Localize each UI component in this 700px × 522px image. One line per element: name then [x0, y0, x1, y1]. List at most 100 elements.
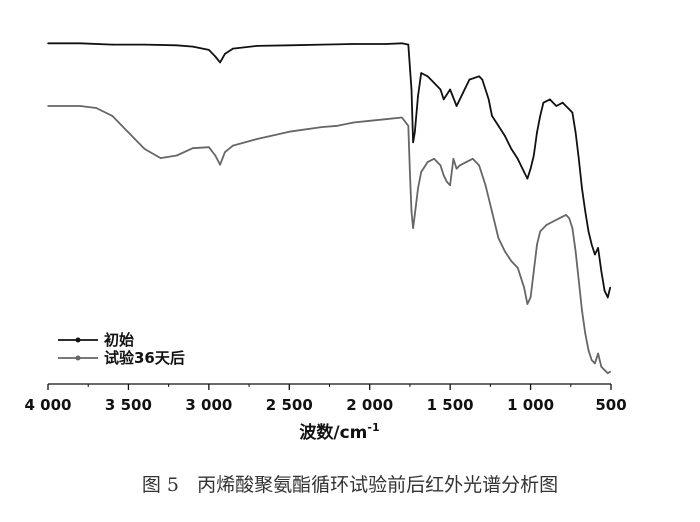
data-point	[439, 88, 442, 91]
data-point	[504, 134, 506, 137]
data-point	[590, 243, 593, 246]
data-point	[536, 243, 538, 246]
data-point	[410, 88, 413, 91]
data-point	[558, 217, 561, 219]
data-point	[208, 49, 210, 51]
data-point	[417, 187, 419, 190]
data-point	[401, 42, 403, 45]
x-tick-label: 1 000	[507, 396, 554, 414]
data-point	[497, 125, 500, 127]
data-point	[581, 187, 583, 190]
data-point	[111, 115, 114, 117]
series-2	[47, 105, 611, 375]
data-point	[568, 108, 570, 111]
data-point	[549, 98, 551, 101]
x-tick-label: 1 500	[427, 396, 474, 414]
data-point	[414, 131, 416, 134]
data-point	[336, 125, 339, 127]
data-point	[407, 43, 410, 46]
data-point	[607, 372, 609, 375]
data-point	[208, 146, 210, 148]
data-point	[542, 101, 545, 104]
data-point	[414, 214, 416, 216]
legend-item: 初始	[58, 331, 134, 349]
legend-swatch-marker	[75, 355, 81, 361]
data-point	[584, 210, 587, 213]
data-point	[232, 47, 234, 50]
data-point	[497, 237, 500, 239]
data-point	[95, 107, 98, 109]
data-point	[533, 154, 535, 157]
data-point	[529, 167, 532, 170]
data-point	[594, 362, 596, 365]
data-point	[491, 115, 493, 117]
data-point	[449, 88, 451, 91]
data-point	[219, 163, 221, 166]
data-point	[385, 43, 387, 45]
data-point	[455, 167, 458, 170]
data-point	[452, 158, 455, 160]
data-point	[224, 53, 226, 55]
data-point	[516, 158, 519, 160]
data-point	[127, 131, 130, 134]
data-point	[410, 210, 413, 213]
x-tick-label: 500	[595, 396, 626, 414]
data-point	[288, 130, 291, 133]
legend-label: 试验36天后	[104, 349, 185, 367]
data-point	[385, 118, 387, 120]
data-point	[545, 224, 548, 226]
data-point	[510, 260, 513, 262]
x-tick-label: 2 500	[266, 396, 313, 414]
data-point	[555, 105, 558, 107]
data-point	[214, 55, 217, 58]
data-point	[523, 286, 525, 289]
data-point	[481, 78, 484, 81]
data-point	[539, 230, 541, 233]
data-point	[487, 98, 490, 101]
data-point	[407, 125, 410, 127]
data-point	[587, 230, 590, 233]
data-point	[47, 105, 49, 107]
series-1	[47, 42, 612, 299]
data-point	[368, 120, 371, 122]
data-point	[192, 147, 194, 149]
data-point	[552, 220, 554, 223]
data-point	[446, 181, 448, 183]
data-point	[600, 365, 603, 368]
data-point	[442, 174, 445, 177]
x-tick-label: 3 500	[105, 396, 152, 414]
data-point	[192, 45, 194, 48]
data-point	[256, 45, 258, 47]
data-point	[409, 171, 411, 173]
legend-swatch-marker	[75, 337, 81, 343]
data-point	[256, 138, 258, 140]
data-point	[571, 227, 574, 229]
data-point	[442, 98, 445, 101]
data-point	[214, 154, 217, 157]
data-point	[607, 296, 609, 299]
x-axis-title-superscript: -1	[367, 421, 379, 434]
data-point	[603, 369, 606, 371]
data-point	[79, 105, 81, 107]
data-point	[459, 164, 461, 167]
data-point	[597, 352, 599, 355]
data-point	[320, 126, 323, 128]
data-point	[609, 370, 611, 373]
data-point	[597, 247, 599, 249]
x-tick-label: 2 000	[346, 396, 393, 414]
data-point	[594, 253, 596, 256]
data-point	[533, 270, 535, 272]
data-point	[478, 164, 480, 167]
data-point	[526, 303, 529, 305]
legend-label: 初始	[104, 331, 134, 349]
data-point	[433, 158, 435, 160]
data-point	[584, 332, 587, 335]
data-point	[420, 72, 423, 74]
data-point	[565, 214, 567, 216]
data-point	[516, 266, 519, 269]
data-point	[539, 115, 541, 117]
data-point	[143, 43, 146, 46]
data-point	[175, 44, 178, 47]
